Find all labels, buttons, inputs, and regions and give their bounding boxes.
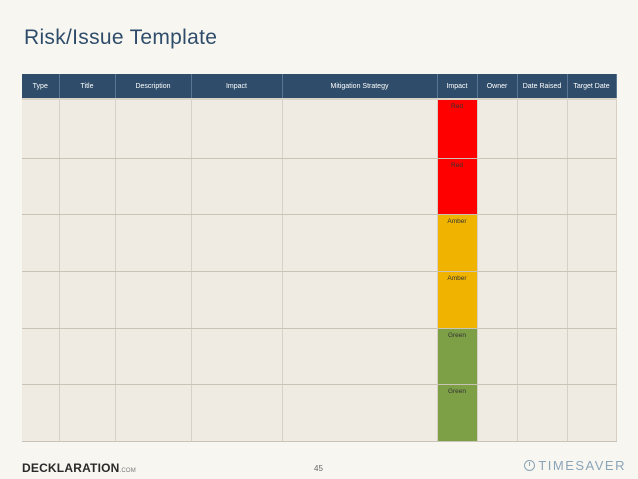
table-cell[interactable] [59, 214, 116, 272]
page-title: Risk/Issue Template [24, 26, 218, 49]
table-cell[interactable] [282, 384, 438, 442]
header-impact: Impact [191, 74, 283, 100]
clock-icon [524, 460, 536, 471]
header-title: Title [59, 74, 116, 100]
table-cell[interactable] [191, 214, 283, 272]
table-cell[interactable] [517, 328, 568, 386]
risk-issue-table: Type Title Description Impact Mitigation… [22, 74, 617, 442]
table-cell[interactable] [191, 158, 283, 216]
page-number: 45 [314, 464, 323, 473]
table-cell[interactable] [517, 384, 568, 442]
table-cell[interactable] [567, 214, 617, 272]
table-cell[interactable] [59, 328, 116, 386]
header-description: Description [115, 74, 192, 100]
table-cell[interactable] [567, 271, 617, 329]
table-cell[interactable] [282, 214, 438, 272]
table-cell[interactable] [282, 271, 438, 329]
table-cell[interactable] [477, 328, 518, 386]
table-cell[interactable] [59, 99, 116, 159]
table-row: Green [22, 384, 617, 442]
table-cell[interactable] [567, 158, 617, 216]
table-cell[interactable] [59, 158, 116, 216]
table-cell[interactable] [567, 328, 617, 386]
table-cell[interactable] [22, 99, 60, 159]
logo-suffix: .COM [119, 468, 136, 474]
table-cell[interactable] [115, 214, 192, 272]
table-cell[interactable] [22, 384, 60, 442]
table-cell[interactable] [191, 271, 283, 329]
table-cell[interactable] [191, 384, 283, 442]
impact-status-cell: Red [437, 99, 478, 159]
table-cell[interactable] [22, 158, 60, 216]
table-cell[interactable] [191, 328, 283, 386]
table-cell[interactable] [22, 214, 60, 272]
table-cell[interactable] [115, 158, 192, 216]
table-cell[interactable] [115, 384, 192, 442]
table-cell[interactable] [567, 384, 617, 442]
impact-status-cell: Amber [437, 214, 478, 272]
header-type: Type [22, 74, 60, 100]
table-cell[interactable] [191, 99, 283, 159]
table-row: Amber [22, 271, 617, 329]
table-cell[interactable] [59, 271, 116, 329]
table-cell[interactable] [115, 328, 192, 386]
table-cell[interactable] [517, 214, 568, 272]
header-target-date: Target Date [567, 74, 617, 100]
header-impact-status: Impact [437, 74, 478, 100]
table-row: Green [22, 328, 617, 386]
table-cell[interactable] [282, 99, 438, 159]
table-cell[interactable] [22, 328, 60, 386]
table-row: Red [22, 99, 617, 159]
table-cell[interactable] [567, 99, 617, 159]
table-cell[interactable] [115, 99, 192, 159]
table-row: Red [22, 158, 617, 216]
impact-status-cell: Amber [437, 271, 478, 329]
header-date-raised: Date Raised [517, 74, 568, 100]
header-owner: Owner [477, 74, 518, 100]
table-cell[interactable] [517, 271, 568, 329]
table-cell[interactable] [477, 158, 518, 216]
brand-text: TIMESAVER [538, 458, 626, 473]
table-cell[interactable] [282, 158, 438, 216]
header-mitigation-strategy: Mitigation Strategy [282, 74, 438, 100]
impact-status-cell: Green [437, 384, 478, 442]
table-cell[interactable] [59, 384, 116, 442]
decklaration-logo: DECKLARATION.COM [22, 461, 136, 475]
table-cell[interactable] [477, 99, 518, 159]
logo-text: DECKLARATION [22, 461, 120, 475]
table-cell[interactable] [477, 384, 518, 442]
table-cell[interactable] [282, 328, 438, 386]
table-row: Amber [22, 214, 617, 272]
table-cell[interactable] [115, 271, 192, 329]
table-cell[interactable] [517, 99, 568, 159]
timesaver-brand: TIMESAVER [524, 458, 626, 473]
impact-status-cell: Red [437, 158, 478, 216]
table-cell[interactable] [477, 271, 518, 329]
table-cell[interactable] [477, 214, 518, 272]
table-cell[interactable] [22, 271, 60, 329]
impact-status-cell: Green [437, 328, 478, 386]
table-cell[interactable] [517, 158, 568, 216]
table-header-row: Type Title Description Impact Mitigation… [22, 74, 617, 100]
